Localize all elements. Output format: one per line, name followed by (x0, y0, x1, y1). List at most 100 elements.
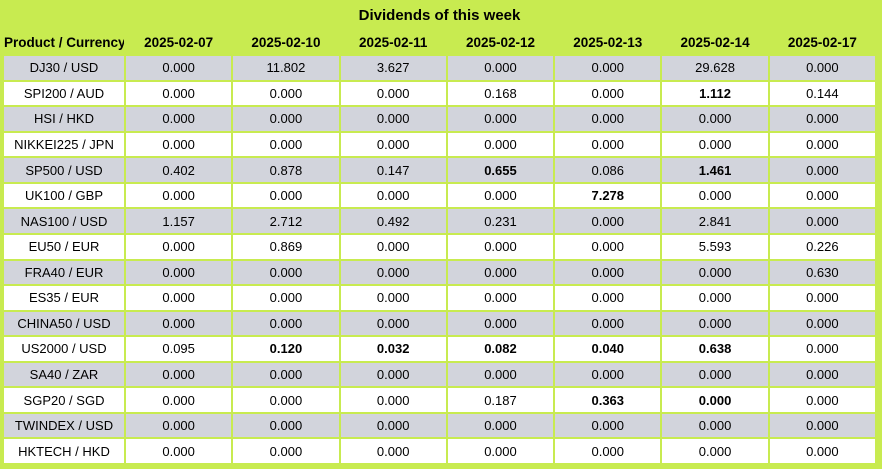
dividend-value-cell: 0.000 (231, 130, 341, 159)
dividend-value-cell: 0.000 (445, 258, 556, 287)
product-cell: SGP20 / SGD (2, 386, 126, 414)
dividend-value-cell: 0.000 (338, 258, 448, 287)
dividend-value-cell: 0.000 (553, 79, 663, 108)
dividend-value-cell: 0.226 (767, 232, 878, 261)
dividend-value-cell: 0.000 (553, 207, 663, 235)
dividend-value-cell: 1.112 (660, 79, 770, 108)
dividend-value-cell: 0.000 (660, 309, 770, 338)
dividend-value-cell: 0.000 (553, 437, 663, 465)
dividend-value-cell: 0.032 (338, 335, 448, 363)
table-row: DJ30 / USD 0.000 11.802 3.627 0.000 0.000 29.6… (2, 54, 878, 82)
dividend-value-cell: 0.638 (660, 335, 770, 363)
dividend-value-cell: 0.000 (123, 411, 234, 440)
dividend-value-cell: 0.086 (553, 156, 663, 184)
dividend-value-cell: 0.000 (231, 79, 341, 108)
product-cell: EU50 / EUR (2, 232, 126, 261)
dividend-value-cell: 2.712 (231, 207, 341, 235)
dividend-value-cell: 0.878 (231, 156, 341, 184)
product-cell: US2000 / USD (2, 335, 126, 363)
dividend-value-cell: 0.000 (231, 411, 341, 440)
dividend-value-cell: 0.000 (338, 79, 448, 108)
dividend-value-cell: 0.000 (231, 105, 341, 133)
dividend-value-cell: 0.000 (553, 232, 663, 261)
dividend-value-cell: 3.627 (338, 54, 448, 82)
dividend-value-cell: 0.000 (767, 437, 878, 465)
dividend-value-cell: 0.000 (123, 79, 234, 108)
dividend-value-cell: 0.000 (123, 105, 234, 133)
column-header-date: 2025-02-11 (338, 28, 448, 56)
dividend-value-cell: 1.461 (660, 156, 770, 184)
product-cell: CHINA50 / USD (2, 309, 126, 338)
dividend-value-cell: 0.000 (123, 181, 234, 210)
dividend-value-cell: 0.000 (767, 105, 878, 133)
dividend-value-cell: 0.000 (660, 181, 770, 210)
dividend-value-cell: 0.187 (445, 386, 556, 414)
product-cell: ES35 / EUR (2, 284, 126, 312)
title-row: Dividends of this week (2, 0, 877, 30)
dividend-value-cell: 0.144 (767, 79, 878, 108)
table-row: CHINA50 / USD 0.000 0.000 0.000 0.000 0.000 0.… (2, 309, 878, 338)
dividend-value-cell: 0.000 (660, 437, 770, 465)
dividend-value-cell: 0.000 (445, 105, 556, 133)
dividend-value-cell: 0.000 (553, 258, 663, 287)
dividend-value-cell: 0.000 (767, 130, 878, 159)
dividend-value-cell: 0.000 (553, 309, 663, 338)
dividend-value-cell: 0.000 (338, 360, 448, 389)
table-row: SPI200 / AUD 0.000 0.000 0.000 0.168 0.000 1.1… (2, 79, 878, 108)
column-header-date: 2025-02-14 (660, 28, 770, 56)
dividend-value-cell: 0.000 (767, 309, 878, 338)
dividend-value-cell: 0.000 (767, 386, 878, 414)
dividend-value-cell: 0.655 (445, 156, 556, 184)
dividend-value-cell: 0.000 (338, 181, 448, 210)
dividend-value-cell: 0.000 (767, 411, 878, 440)
product-cell: TWINDEX / USD (2, 411, 126, 440)
dividend-value-cell: 0.000 (445, 130, 556, 159)
dividend-value-cell: 0.000 (660, 130, 770, 159)
table-row: NAS100 / USD 1.157 2.712 0.492 0.231 0.000 2.8… (2, 207, 878, 235)
dividend-value-cell: 0.231 (445, 207, 556, 235)
page-title: Dividends of this week (2, 0, 877, 30)
dividend-value-cell: 0.000 (553, 411, 663, 440)
dividend-value-cell: 0.000 (660, 258, 770, 287)
table-row: ES35 / EUR 0.000 0.000 0.000 0.000 0.000 0.000… (2, 284, 878, 312)
dividend-value-cell: 0.869 (231, 232, 341, 261)
dividend-value-cell: 0.095 (123, 335, 234, 363)
dividend-value-cell: 0.000 (338, 437, 448, 465)
column-header-date: 2025-02-12 (445, 28, 556, 56)
product-cell: FRA40 / EUR (2, 258, 126, 287)
dividend-value-cell: 5.593 (660, 232, 770, 261)
dividend-value-cell: 0.000 (553, 54, 663, 82)
dividend-value-cell: 0.000 (123, 309, 234, 338)
dividend-value-cell: 0.000 (445, 309, 556, 338)
dividend-value-cell: 0.000 (123, 360, 234, 389)
dividend-value-cell: 0.402 (123, 156, 234, 184)
dividend-value-cell: 0.000 (660, 386, 770, 414)
dividends-table-body: DJ30 / USD 0.000 11.802 3.627 0.000 0.000 29.6… (2, 54, 878, 465)
product-cell: UK100 / GBP (2, 181, 126, 210)
dividend-value-cell: 0.000 (231, 386, 341, 414)
column-header-date: 2025-02-07 (123, 28, 234, 56)
dividend-value-cell: 0.000 (767, 54, 878, 82)
dividend-value-cell: 0.000 (767, 360, 878, 389)
dividend-value-cell: 0.000 (553, 284, 663, 312)
dividend-value-cell: 0.000 (553, 360, 663, 389)
dividend-value-cell: 0.000 (123, 130, 234, 159)
dividend-value-cell: 0.000 (338, 232, 448, 261)
table-row: SP500 / USD 0.402 0.878 0.147 0.655 0.086 1.46… (2, 156, 878, 184)
dividend-value-cell: 0.000 (123, 258, 234, 287)
dividend-value-cell: 0.000 (767, 335, 878, 363)
dividend-value-cell: 0.000 (660, 284, 770, 312)
column-header-date: 2025-02-17 (767, 28, 878, 56)
table-row: TWINDEX / USD 0.000 0.000 0.000 0.000 0.000 0.… (2, 411, 878, 440)
dividend-value-cell: 0.000 (338, 411, 448, 440)
product-cell: NIKKEI225 / JPN (2, 130, 126, 159)
dividend-value-cell: 0.000 (123, 284, 234, 312)
dividend-value-cell: 0.000 (123, 386, 234, 414)
column-header-row: Product / Currency 2025-02-07 2025-02-10… (2, 28, 878, 56)
table-row: HKTECH / HKD 0.000 0.000 0.000 0.000 0.000 0.0… (2, 437, 878, 465)
dividend-value-cell: 0.000 (660, 411, 770, 440)
column-header-date: 2025-02-10 (231, 28, 341, 56)
dividend-value-cell: 0.000 (123, 232, 234, 261)
dividend-value-cell: 0.000 (231, 309, 341, 338)
